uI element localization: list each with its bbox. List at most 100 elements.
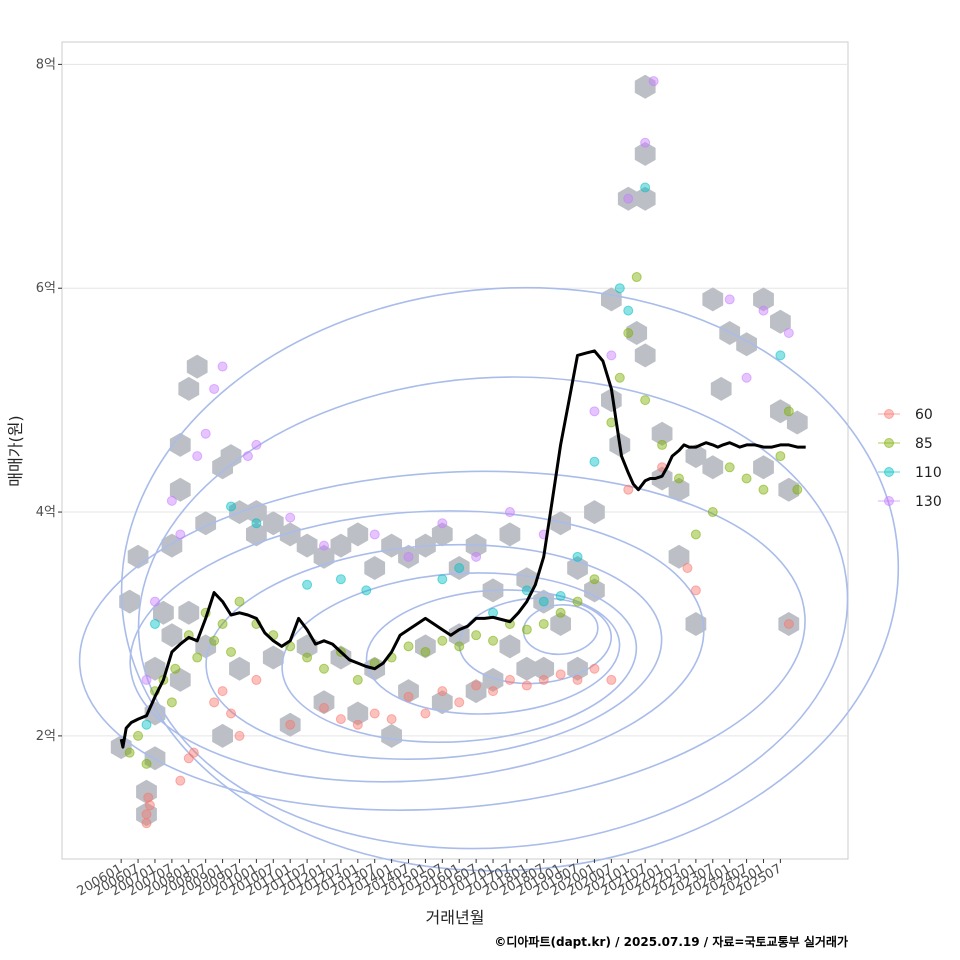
hex-bin xyxy=(584,578,605,603)
hex-bin xyxy=(220,444,242,469)
data-point-85 xyxy=(226,646,237,657)
hex-bin xyxy=(753,455,774,480)
data-point-85 xyxy=(403,641,414,652)
data-point-85 xyxy=(234,596,245,607)
data-point-60 xyxy=(783,618,794,629)
data-point-130 xyxy=(471,551,482,562)
hex-bin xyxy=(136,779,157,804)
data-point-130 xyxy=(141,674,152,685)
hex-bin xyxy=(499,634,521,659)
data-point-85 xyxy=(792,484,803,495)
data-point-110 xyxy=(226,501,237,512)
legend-item-110: 110 xyxy=(878,465,942,481)
hex-bin xyxy=(550,612,571,636)
data-point-85 xyxy=(775,451,786,462)
data-point-130 xyxy=(319,540,329,551)
data-point-85 xyxy=(589,574,600,585)
data-point-85 xyxy=(454,641,465,652)
data-point-85 xyxy=(471,630,482,641)
data-point-60 xyxy=(504,674,515,685)
data-point-130 xyxy=(623,193,634,204)
hex-bin xyxy=(482,667,504,692)
data-point-60 xyxy=(420,708,431,719)
data-point-130 xyxy=(369,529,380,540)
density-contour xyxy=(365,589,621,715)
hex-bin xyxy=(567,556,588,580)
hex-bin xyxy=(169,432,191,457)
data-point-130 xyxy=(724,294,735,305)
legend-key-point xyxy=(884,409,894,419)
hex-bin xyxy=(398,679,419,704)
data-point-130 xyxy=(200,428,211,439)
legend-key-point xyxy=(884,496,894,506)
data-point-60 xyxy=(352,719,363,730)
data-point-85 xyxy=(538,618,549,629)
data-point-130 xyxy=(758,305,769,316)
hex-bin xyxy=(770,309,791,334)
hex-bin xyxy=(770,399,791,424)
hex-bin xyxy=(685,444,707,469)
data-point-85 xyxy=(623,327,634,338)
data-point-130 xyxy=(648,76,659,87)
hex-bin xyxy=(195,634,217,659)
hex-bin xyxy=(516,656,538,681)
y-tick-label: 2억 xyxy=(36,729,56,744)
hex-bin xyxy=(753,287,774,312)
legend-key-point xyxy=(884,438,894,448)
data-point-85 xyxy=(521,624,532,635)
hex-bin xyxy=(178,376,200,401)
data-point-130 xyxy=(175,529,186,540)
hex-bin xyxy=(634,141,656,166)
data-point-85 xyxy=(690,529,701,540)
hex-bin xyxy=(651,421,673,446)
data-point-130 xyxy=(589,406,600,417)
median-trend-line xyxy=(119,349,806,749)
hex-bin xyxy=(668,477,690,502)
data-point-110 xyxy=(454,563,465,574)
hex-bin xyxy=(313,690,335,715)
hex-bin xyxy=(778,612,800,636)
data-point-85 xyxy=(192,652,203,663)
hex-bin xyxy=(685,612,707,636)
data-point-130 xyxy=(403,551,414,562)
data-point-85 xyxy=(217,618,228,629)
data-point-110 xyxy=(572,551,583,562)
data-point-110 xyxy=(361,585,372,596)
hex-bin xyxy=(381,533,402,558)
data-point-60 xyxy=(572,674,583,685)
hex-bin xyxy=(212,723,233,748)
data-point-60 xyxy=(234,730,245,741)
data-point-130 xyxy=(783,327,794,338)
data-point-85 xyxy=(657,439,668,450)
data-point-60 xyxy=(538,674,549,685)
hex-bin xyxy=(601,388,622,413)
hex-bin xyxy=(431,522,453,547)
hex-bin xyxy=(381,723,402,748)
data-point-85 xyxy=(133,730,144,741)
hex-bin xyxy=(169,477,191,502)
data-point-85 xyxy=(166,697,177,708)
data-point-85 xyxy=(614,372,625,383)
data-point-60 xyxy=(369,708,380,719)
data-point-60 xyxy=(488,686,499,697)
hex-bin xyxy=(533,656,555,681)
data-point-85 xyxy=(420,646,431,657)
hex-bin xyxy=(778,477,800,502)
hex-bin xyxy=(153,600,174,625)
data-point-60 xyxy=(143,792,154,803)
legend: 60 85 110 130 xyxy=(878,407,942,510)
y-tick-label: 4억 xyxy=(36,505,56,520)
data-point-85 xyxy=(783,406,794,417)
hex-bin xyxy=(186,354,208,379)
hex-bin xyxy=(144,656,166,681)
data-point-85 xyxy=(488,635,499,646)
data-point-110 xyxy=(302,579,313,590)
data-point-85 xyxy=(124,747,135,758)
hex-bin xyxy=(567,656,588,681)
hex-bin xyxy=(262,511,284,536)
data-point-110 xyxy=(640,182,651,193)
data-point-110 xyxy=(251,518,262,529)
hex-bin xyxy=(634,343,656,368)
data-point-110 xyxy=(623,305,634,316)
data-point-130 xyxy=(741,372,752,383)
